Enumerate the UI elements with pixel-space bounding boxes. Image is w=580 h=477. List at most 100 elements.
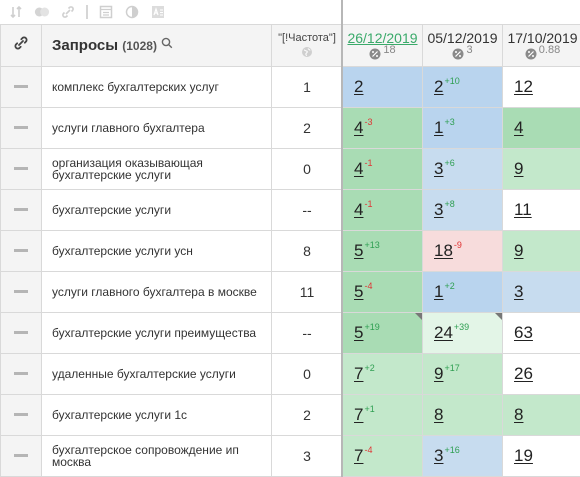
- position-value[interactable]: 24: [434, 323, 453, 342]
- window-icon[interactable]: [98, 4, 114, 20]
- date-column-header-2[interactable]: 05/12/2019 3: [422, 24, 503, 67]
- query-text: бухгалтерские услуги: [41, 189, 272, 231]
- row-handle[interactable]: [0, 230, 42, 272]
- position-change: +16: [444, 445, 460, 455]
- position-value[interactable]: 4: [354, 159, 364, 178]
- frequency-column-header[interactable]: "[!Частота"]: [271, 24, 343, 67]
- position-value[interactable]: 3: [514, 282, 524, 301]
- position-cell[interactable]: 2: [342, 66, 423, 108]
- position-cell[interactable]: 24+39: [422, 312, 503, 354]
- position-value[interactable]: 5: [354, 241, 364, 260]
- position-change: -4: [364, 445, 373, 455]
- position-value[interactable]: 3: [434, 446, 444, 465]
- position-value[interactable]: 1: [434, 118, 444, 137]
- position-cell[interactable]: 4-3: [342, 107, 423, 149]
- position-value[interactable]: 1: [434, 282, 444, 301]
- row-handle[interactable]: [0, 107, 42, 149]
- position-value[interactable]: 9: [514, 241, 524, 260]
- position-value[interactable]: 5: [354, 282, 364, 301]
- contrast-icon[interactable]: [124, 4, 140, 20]
- row-handle[interactable]: [0, 394, 42, 436]
- row-handle[interactable]: [0, 271, 42, 313]
- frequency-value: 0: [271, 148, 343, 190]
- position-cell[interactable]: 9+17: [422, 353, 503, 395]
- position-cell[interactable]: 9: [502, 230, 580, 272]
- position-value[interactable]: 2: [354, 77, 364, 96]
- position-cell[interactable]: 5-4: [342, 271, 423, 313]
- position-value[interactable]: 8: [514, 405, 524, 424]
- row-handle[interactable]: [0, 148, 42, 190]
- position-cell[interactable]: 5+13: [342, 230, 423, 272]
- position-value[interactable]: 4: [354, 200, 364, 219]
- position-value[interactable]: 4: [354, 118, 364, 137]
- date-label[interactable]: 17/10/2019: [507, 30, 578, 46]
- date-column-header-1[interactable]: 26/12/2019 18: [342, 24, 423, 67]
- position-cell[interactable]: 1+3: [422, 107, 503, 149]
- position-value[interactable]: 5: [354, 323, 364, 342]
- row-handle[interactable]: [0, 353, 42, 395]
- minus-icon: [14, 249, 28, 253]
- position-cell[interactable]: 7-4: [342, 435, 423, 477]
- row-handle[interactable]: [0, 312, 42, 354]
- position-cell[interactable]: 3+16: [422, 435, 503, 477]
- date-label[interactable]: 05/12/2019: [427, 30, 498, 46]
- frequency-value: 11: [271, 271, 343, 313]
- row-handle[interactable]: [0, 189, 42, 231]
- position-change: +17: [444, 363, 460, 373]
- row-handle[interactable]: [0, 66, 42, 108]
- position-cell[interactable]: 9: [502, 148, 580, 190]
- date-label[interactable]: 26/12/2019: [347, 30, 418, 46]
- link-column-header[interactable]: [0, 24, 42, 67]
- position-cell[interactable]: 1+2: [422, 271, 503, 313]
- position-cell[interactable]: 63: [502, 312, 580, 354]
- position-cell[interactable]: 3+8: [422, 189, 503, 231]
- search-icon[interactable]: [161, 37, 173, 49]
- row-handle[interactable]: [0, 435, 42, 477]
- position-value[interactable]: 11: [514, 200, 532, 219]
- position-change: +13: [364, 240, 380, 250]
- frozen-columns-divider[interactable]: [341, 0, 343, 477]
- text-format-icon[interactable]: [150, 4, 166, 20]
- position-cell[interactable]: 7+2: [342, 353, 423, 395]
- position-cell[interactable]: 19: [502, 435, 580, 477]
- position-change: +6: [444, 158, 455, 168]
- percent-icon: [452, 48, 464, 60]
- position-value[interactable]: 3: [434, 200, 444, 219]
- queries-column-header[interactable]: Запросы (1028): [41, 24, 272, 67]
- position-cell[interactable]: 5+19: [342, 312, 423, 354]
- query-text: комплекс бухгалтерских услуг: [41, 66, 272, 108]
- position-value[interactable]: 7: [354, 364, 364, 383]
- position-cell[interactable]: 7+1: [342, 394, 423, 436]
- position-value[interactable]: 9: [434, 364, 444, 383]
- position-cell[interactable]: 3: [502, 271, 580, 313]
- position-cell[interactable]: 18-9: [422, 230, 503, 272]
- position-value[interactable]: 19: [514, 446, 533, 465]
- table-row: бухгалтерское сопровождение ип москва 3 7-…: [0, 435, 580, 477]
- link-icon[interactable]: [60, 4, 76, 20]
- position-value[interactable]: 18: [434, 241, 453, 260]
- position-cell[interactable]: 3+6: [422, 148, 503, 190]
- position-value[interactable]: 9: [514, 159, 524, 178]
- position-change: +3: [444, 117, 455, 127]
- position-cell[interactable]: 4-1: [342, 189, 423, 231]
- position-value[interactable]: 63: [514, 323, 533, 342]
- date-column-header-3[interactable]: 17/10/2019 0.88: [502, 24, 580, 67]
- position-value[interactable]: 12: [514, 77, 533, 96]
- position-cell[interactable]: 26: [502, 353, 580, 395]
- position-cell[interactable]: 12: [502, 66, 580, 108]
- position-value[interactable]: 2: [434, 77, 444, 96]
- sort-icon[interactable]: [8, 4, 24, 20]
- position-value[interactable]: 7: [354, 446, 364, 465]
- position-cell[interactable]: 11: [502, 189, 580, 231]
- toggle-icon[interactable]: [34, 4, 50, 20]
- position-value[interactable]: 26: [514, 364, 533, 383]
- position-cell[interactable]: 2+10: [422, 66, 503, 108]
- position-value[interactable]: 3: [434, 159, 444, 178]
- position-value[interactable]: 4: [514, 118, 524, 137]
- position-value[interactable]: 8: [434, 405, 444, 424]
- position-cell[interactable]: 8: [502, 394, 580, 436]
- position-cell[interactable]: 4-1: [342, 148, 423, 190]
- position-cell[interactable]: 8: [422, 394, 503, 436]
- position-cell[interactable]: 4: [502, 107, 580, 149]
- position-value[interactable]: 7: [354, 405, 364, 424]
